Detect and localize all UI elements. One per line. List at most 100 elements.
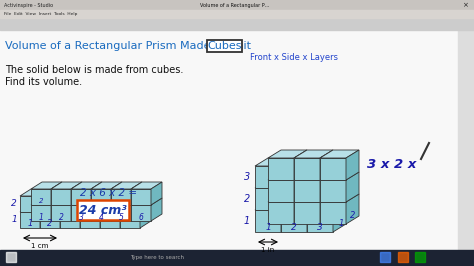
- Polygon shape: [100, 189, 131, 196]
- Polygon shape: [100, 205, 111, 228]
- Polygon shape: [80, 189, 111, 196]
- Text: 2: 2: [47, 219, 53, 228]
- Polygon shape: [307, 158, 346, 166]
- Text: 3 x 2 x: 3 x 2 x: [367, 159, 416, 172]
- Polygon shape: [120, 189, 151, 196]
- Polygon shape: [80, 196, 100, 212]
- Polygon shape: [111, 198, 122, 221]
- Text: Cubes: Cubes: [208, 41, 242, 51]
- Polygon shape: [40, 189, 71, 196]
- Polygon shape: [320, 172, 333, 202]
- Polygon shape: [60, 205, 71, 228]
- Polygon shape: [140, 205, 151, 228]
- FancyBboxPatch shape: [77, 200, 129, 220]
- Polygon shape: [71, 198, 102, 205]
- Polygon shape: [91, 198, 102, 221]
- Polygon shape: [31, 182, 62, 189]
- Polygon shape: [31, 189, 51, 205]
- Text: 6: 6: [138, 213, 144, 222]
- Polygon shape: [320, 194, 333, 224]
- Polygon shape: [268, 180, 294, 202]
- Polygon shape: [91, 198, 122, 205]
- Polygon shape: [281, 158, 320, 166]
- Polygon shape: [255, 188, 281, 210]
- Polygon shape: [255, 180, 294, 188]
- Polygon shape: [255, 158, 294, 166]
- Polygon shape: [80, 189, 91, 212]
- Text: 1: 1: [338, 219, 344, 228]
- Polygon shape: [80, 205, 111, 212]
- Text: 2: 2: [350, 211, 356, 221]
- Text: 4: 4: [99, 213, 103, 222]
- Polygon shape: [346, 150, 359, 180]
- Polygon shape: [268, 202, 294, 224]
- Text: 1 in: 1 in: [261, 247, 274, 253]
- Polygon shape: [71, 182, 102, 189]
- Polygon shape: [281, 180, 320, 188]
- Text: 2: 2: [291, 223, 297, 232]
- Text: 1: 1: [265, 223, 271, 232]
- Polygon shape: [120, 189, 131, 212]
- Polygon shape: [91, 205, 111, 221]
- Polygon shape: [281, 202, 320, 210]
- Polygon shape: [320, 202, 346, 224]
- Polygon shape: [281, 202, 294, 232]
- Text: 24 cm³: 24 cm³: [79, 203, 127, 217]
- Polygon shape: [40, 205, 51, 228]
- Polygon shape: [151, 182, 162, 205]
- Polygon shape: [60, 205, 91, 212]
- Polygon shape: [131, 198, 162, 205]
- Polygon shape: [71, 198, 82, 221]
- Polygon shape: [255, 210, 281, 232]
- Polygon shape: [131, 198, 142, 221]
- Polygon shape: [140, 189, 151, 212]
- Polygon shape: [268, 150, 307, 158]
- Bar: [0, 250, 474, 266]
- Bar: [6, 252, 16, 262]
- Polygon shape: [40, 212, 60, 228]
- Text: Activinspire - Studio: Activinspire - Studio: [4, 2, 53, 7]
- Polygon shape: [71, 182, 82, 205]
- Polygon shape: [40, 189, 51, 212]
- Polygon shape: [111, 189, 131, 205]
- Polygon shape: [333, 158, 346, 188]
- Polygon shape: [307, 180, 320, 210]
- Polygon shape: [60, 212, 80, 228]
- Polygon shape: [31, 205, 51, 221]
- Polygon shape: [320, 180, 346, 202]
- Bar: [380, 252, 390, 262]
- Polygon shape: [281, 180, 294, 210]
- Polygon shape: [346, 172, 359, 202]
- Polygon shape: [268, 172, 307, 180]
- Text: 2: 2: [39, 198, 43, 204]
- Polygon shape: [131, 182, 162, 189]
- Polygon shape: [91, 182, 122, 189]
- Polygon shape: [100, 212, 120, 228]
- Bar: [0, 0, 474, 10]
- Polygon shape: [120, 205, 131, 228]
- Polygon shape: [111, 182, 142, 189]
- Text: ×: ×: [462, 2, 468, 8]
- Polygon shape: [294, 202, 320, 224]
- Text: 2: 2: [11, 200, 17, 209]
- FancyBboxPatch shape: [208, 39, 243, 52]
- Polygon shape: [100, 196, 120, 212]
- Polygon shape: [294, 180, 320, 202]
- Polygon shape: [281, 166, 307, 188]
- Polygon shape: [307, 202, 346, 210]
- Text: 3: 3: [317, 223, 323, 232]
- Polygon shape: [294, 158, 320, 180]
- Polygon shape: [320, 150, 333, 180]
- Text: 2: 2: [59, 213, 64, 222]
- Polygon shape: [333, 180, 346, 210]
- Polygon shape: [20, 196, 40, 212]
- Text: 1: 1: [38, 213, 44, 222]
- Polygon shape: [255, 202, 294, 210]
- Polygon shape: [131, 205, 151, 221]
- Polygon shape: [255, 166, 281, 188]
- Text: 1 cm: 1 cm: [31, 243, 49, 249]
- Polygon shape: [294, 194, 307, 224]
- Polygon shape: [294, 172, 333, 180]
- Polygon shape: [281, 158, 294, 188]
- Polygon shape: [71, 189, 91, 205]
